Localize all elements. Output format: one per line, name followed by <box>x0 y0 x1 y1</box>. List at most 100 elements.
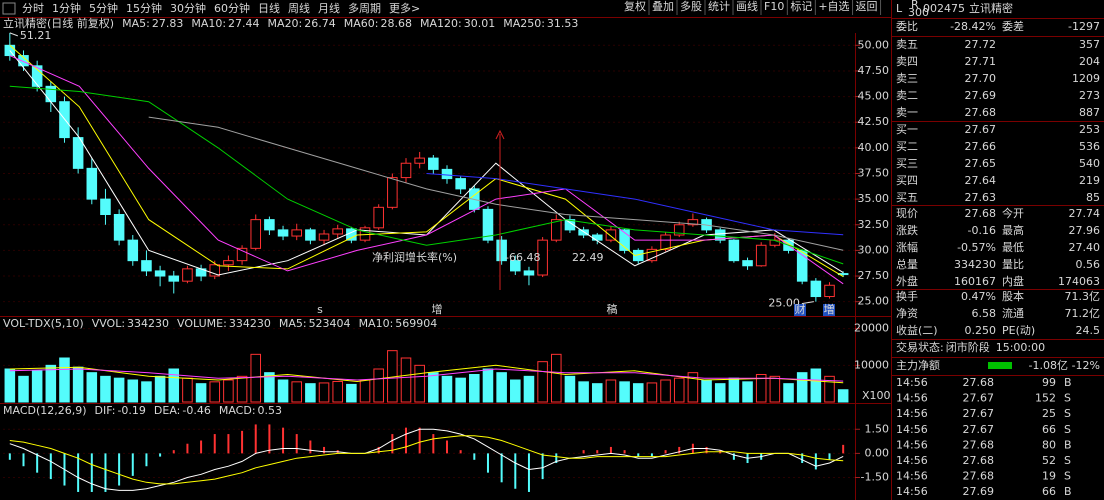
period-tab[interactable]: 日线 <box>258 1 280 15</box>
trade-side: B <box>1064 438 1072 451</box>
book-volume: 540 <box>1079 157 1100 170</box>
volume-bar <box>113 377 125 403</box>
legend-name: MA120: <box>420 17 462 30</box>
candle-body <box>318 233 330 241</box>
volume-bar <box>632 383 644 403</box>
trade-side: S <box>1064 454 1071 467</box>
candle-body <box>482 208 494 241</box>
toolbar-button[interactable]: 叠加 <box>652 0 674 13</box>
volume-bar <box>564 375 576 403</box>
legend-value: 0.53 <box>258 404 283 417</box>
indicator-line <box>148 116 844 251</box>
candle-body <box>291 229 302 237</box>
trade-time: 14:56 <box>896 438 928 451</box>
volume-bar <box>646 382 658 403</box>
book-price: 27.72 <box>965 38 997 51</box>
menu-icon[interactable] <box>2 2 16 15</box>
event-marker[interactable]: 增 <box>432 302 443 316</box>
candle-body <box>414 157 425 164</box>
period-tab[interactable]: 周线 <box>288 1 310 15</box>
trade-side: B <box>1064 376 1072 389</box>
legend-value: -0.46 <box>182 404 210 417</box>
stock-name: 立讯精密 <box>969 1 1013 15</box>
candle-body <box>332 228 343 235</box>
period-tab[interactable]: 60分钟 <box>214 1 250 15</box>
legend-name: MA5: <box>279 317 307 330</box>
period-tab[interactable]: 15分钟 <box>126 1 162 15</box>
legend-name: MA250: <box>503 17 545 30</box>
trade-volume: 25 <box>1042 407 1056 420</box>
trade-time: 14:56 <box>896 454 928 467</box>
toolbar-button[interactable]: 统计 <box>708 0 730 13</box>
toolbar-button[interactable]: +自选 <box>818 0 849 13</box>
volume-bar <box>428 372 439 403</box>
book-label: 买五 <box>896 191 918 204</box>
stat-label: 净资 <box>896 306 918 320</box>
candle-body <box>714 229 726 241</box>
stat-label: PE(动) <box>1002 324 1035 337</box>
legend-value: 334230 <box>229 317 271 330</box>
candle-body <box>455 178 466 190</box>
volume-bar <box>578 381 589 403</box>
event-marker[interactable]: s <box>317 303 323 316</box>
volume-bar <box>195 383 207 403</box>
volume-bar <box>223 379 234 403</box>
candle-body <box>496 239 507 262</box>
legend-value: 523404 <box>309 317 351 330</box>
book-label: 卖二 <box>896 89 918 102</box>
toolbar-button[interactable]: 返回 <box>856 0 878 13</box>
legend-name: MACD: <box>219 404 256 417</box>
candle-body <box>510 260 521 272</box>
volume-bar <box>400 357 412 403</box>
trade-price: 27.67 <box>963 423 995 436</box>
period-tab[interactable]: 1分钟 <box>52 1 81 15</box>
book-price: 27.70 <box>965 72 997 85</box>
event-marker-bg <box>606 304 618 316</box>
indicator-line <box>9 435 844 485</box>
toolbar-button[interactable]: 多股 <box>680 0 702 13</box>
candle-body <box>277 229 289 237</box>
period-tab[interactable]: 更多> <box>389 1 420 15</box>
candle-body <box>127 239 139 262</box>
stat-label: 外盘 <box>896 274 918 288</box>
toolbar-button[interactable]: F10 <box>764 0 784 13</box>
toolbar-button[interactable]: 标记 <box>790 0 812 13</box>
volume-bar <box>701 379 712 403</box>
period-tab[interactable]: 月线 <box>318 1 340 15</box>
candle-body <box>72 137 84 169</box>
annotation: 22.49 <box>572 251 604 264</box>
event-marker[interactable]: 増 <box>824 303 835 316</box>
status-label: 交易状态: <box>896 340 944 354</box>
legend-name: VVOL: <box>92 317 125 330</box>
volume-bar <box>305 383 316 403</box>
y-tick-label: 35.00 <box>858 192 890 205</box>
book-price: 27.65 <box>965 157 997 170</box>
event-marker[interactable]: 财 <box>795 302 806 316</box>
legend-value: 27.83 <box>152 17 184 30</box>
volume-bar <box>236 375 248 403</box>
candle-body <box>31 65 43 87</box>
annotation: -66.48 <box>505 251 540 264</box>
candle-body <box>373 206 384 229</box>
candle-body <box>564 219 576 231</box>
stat-value: 0.56 <box>1076 258 1101 271</box>
period-tab[interactable]: 30分钟 <box>170 1 206 15</box>
volume-bar <box>605 379 617 403</box>
period-tab[interactable]: 多周期 <box>348 1 381 15</box>
flow-bar <box>988 362 1012 369</box>
candle-body <box>619 229 630 251</box>
period-tab[interactable]: 5分钟 <box>89 1 118 15</box>
volume-bar <box>86 372 98 403</box>
period-tab[interactable]: 分时 <box>22 2 44 15</box>
y-tick-label: 20000 <box>854 322 889 335</box>
candle-body <box>742 260 753 267</box>
candle-body <box>209 264 221 277</box>
book-label: 卖三 <box>896 72 918 85</box>
volume-bar <box>537 361 548 403</box>
indicator-line <box>9 428 844 491</box>
toolbar-button[interactable]: 画线 <box>736 0 758 13</box>
unit-label: X100 <box>862 389 891 402</box>
toolbar-button[interactable]: 复权 <box>624 0 646 13</box>
event-marker[interactable]: 稿 <box>607 302 618 316</box>
y-tick-label: 50.00 <box>858 38 890 51</box>
